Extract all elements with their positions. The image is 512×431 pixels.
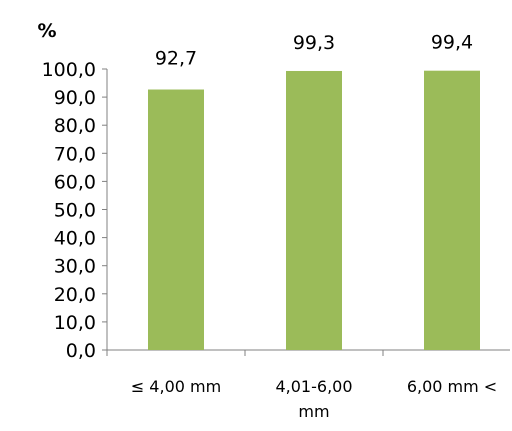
y-tick-label: 0,0 xyxy=(66,340,96,362)
y-unit-label: % xyxy=(37,20,56,42)
y-tick-label: 70,0 xyxy=(54,143,96,165)
bar xyxy=(286,70,342,350)
y-tick-label: 30,0 xyxy=(54,256,96,278)
x-axis xyxy=(106,349,510,356)
y-tick-label: 10,0 xyxy=(54,312,96,334)
category-label: 6,00 mm < xyxy=(407,377,497,396)
data-label: 99,4 xyxy=(431,32,473,54)
category-label: ≤ 4,00 mm xyxy=(131,377,221,396)
category-labels: ≤ 4,00 mm 4,01-6,00 mm 6,00 mm < xyxy=(131,377,497,421)
y-tick-label: 60,0 xyxy=(54,171,96,193)
data-labels: 92,7 99,3 99,4 xyxy=(155,32,473,70)
data-label: 92,7 xyxy=(155,48,197,70)
y-tick-label: 20,0 xyxy=(54,284,96,306)
y-axis: 0,0 10,0 20,0 30,0 40,0 50,0 60,0 70,0 80,0 90,0 1… xyxy=(42,59,108,362)
data-label: 99,3 xyxy=(293,32,335,54)
bar xyxy=(424,70,480,350)
bars xyxy=(148,70,480,350)
y-tick-label: 80,0 xyxy=(54,115,96,137)
category-label: mm xyxy=(298,402,329,421)
y-tick-label: 90,0 xyxy=(54,87,96,109)
category-label: 4,01-6,00 xyxy=(275,377,352,396)
y-tick-label: 50,0 xyxy=(54,200,96,222)
bar xyxy=(148,89,204,350)
y-tick-label: 100,0 xyxy=(42,59,96,81)
y-tick-label: 40,0 xyxy=(54,228,96,250)
